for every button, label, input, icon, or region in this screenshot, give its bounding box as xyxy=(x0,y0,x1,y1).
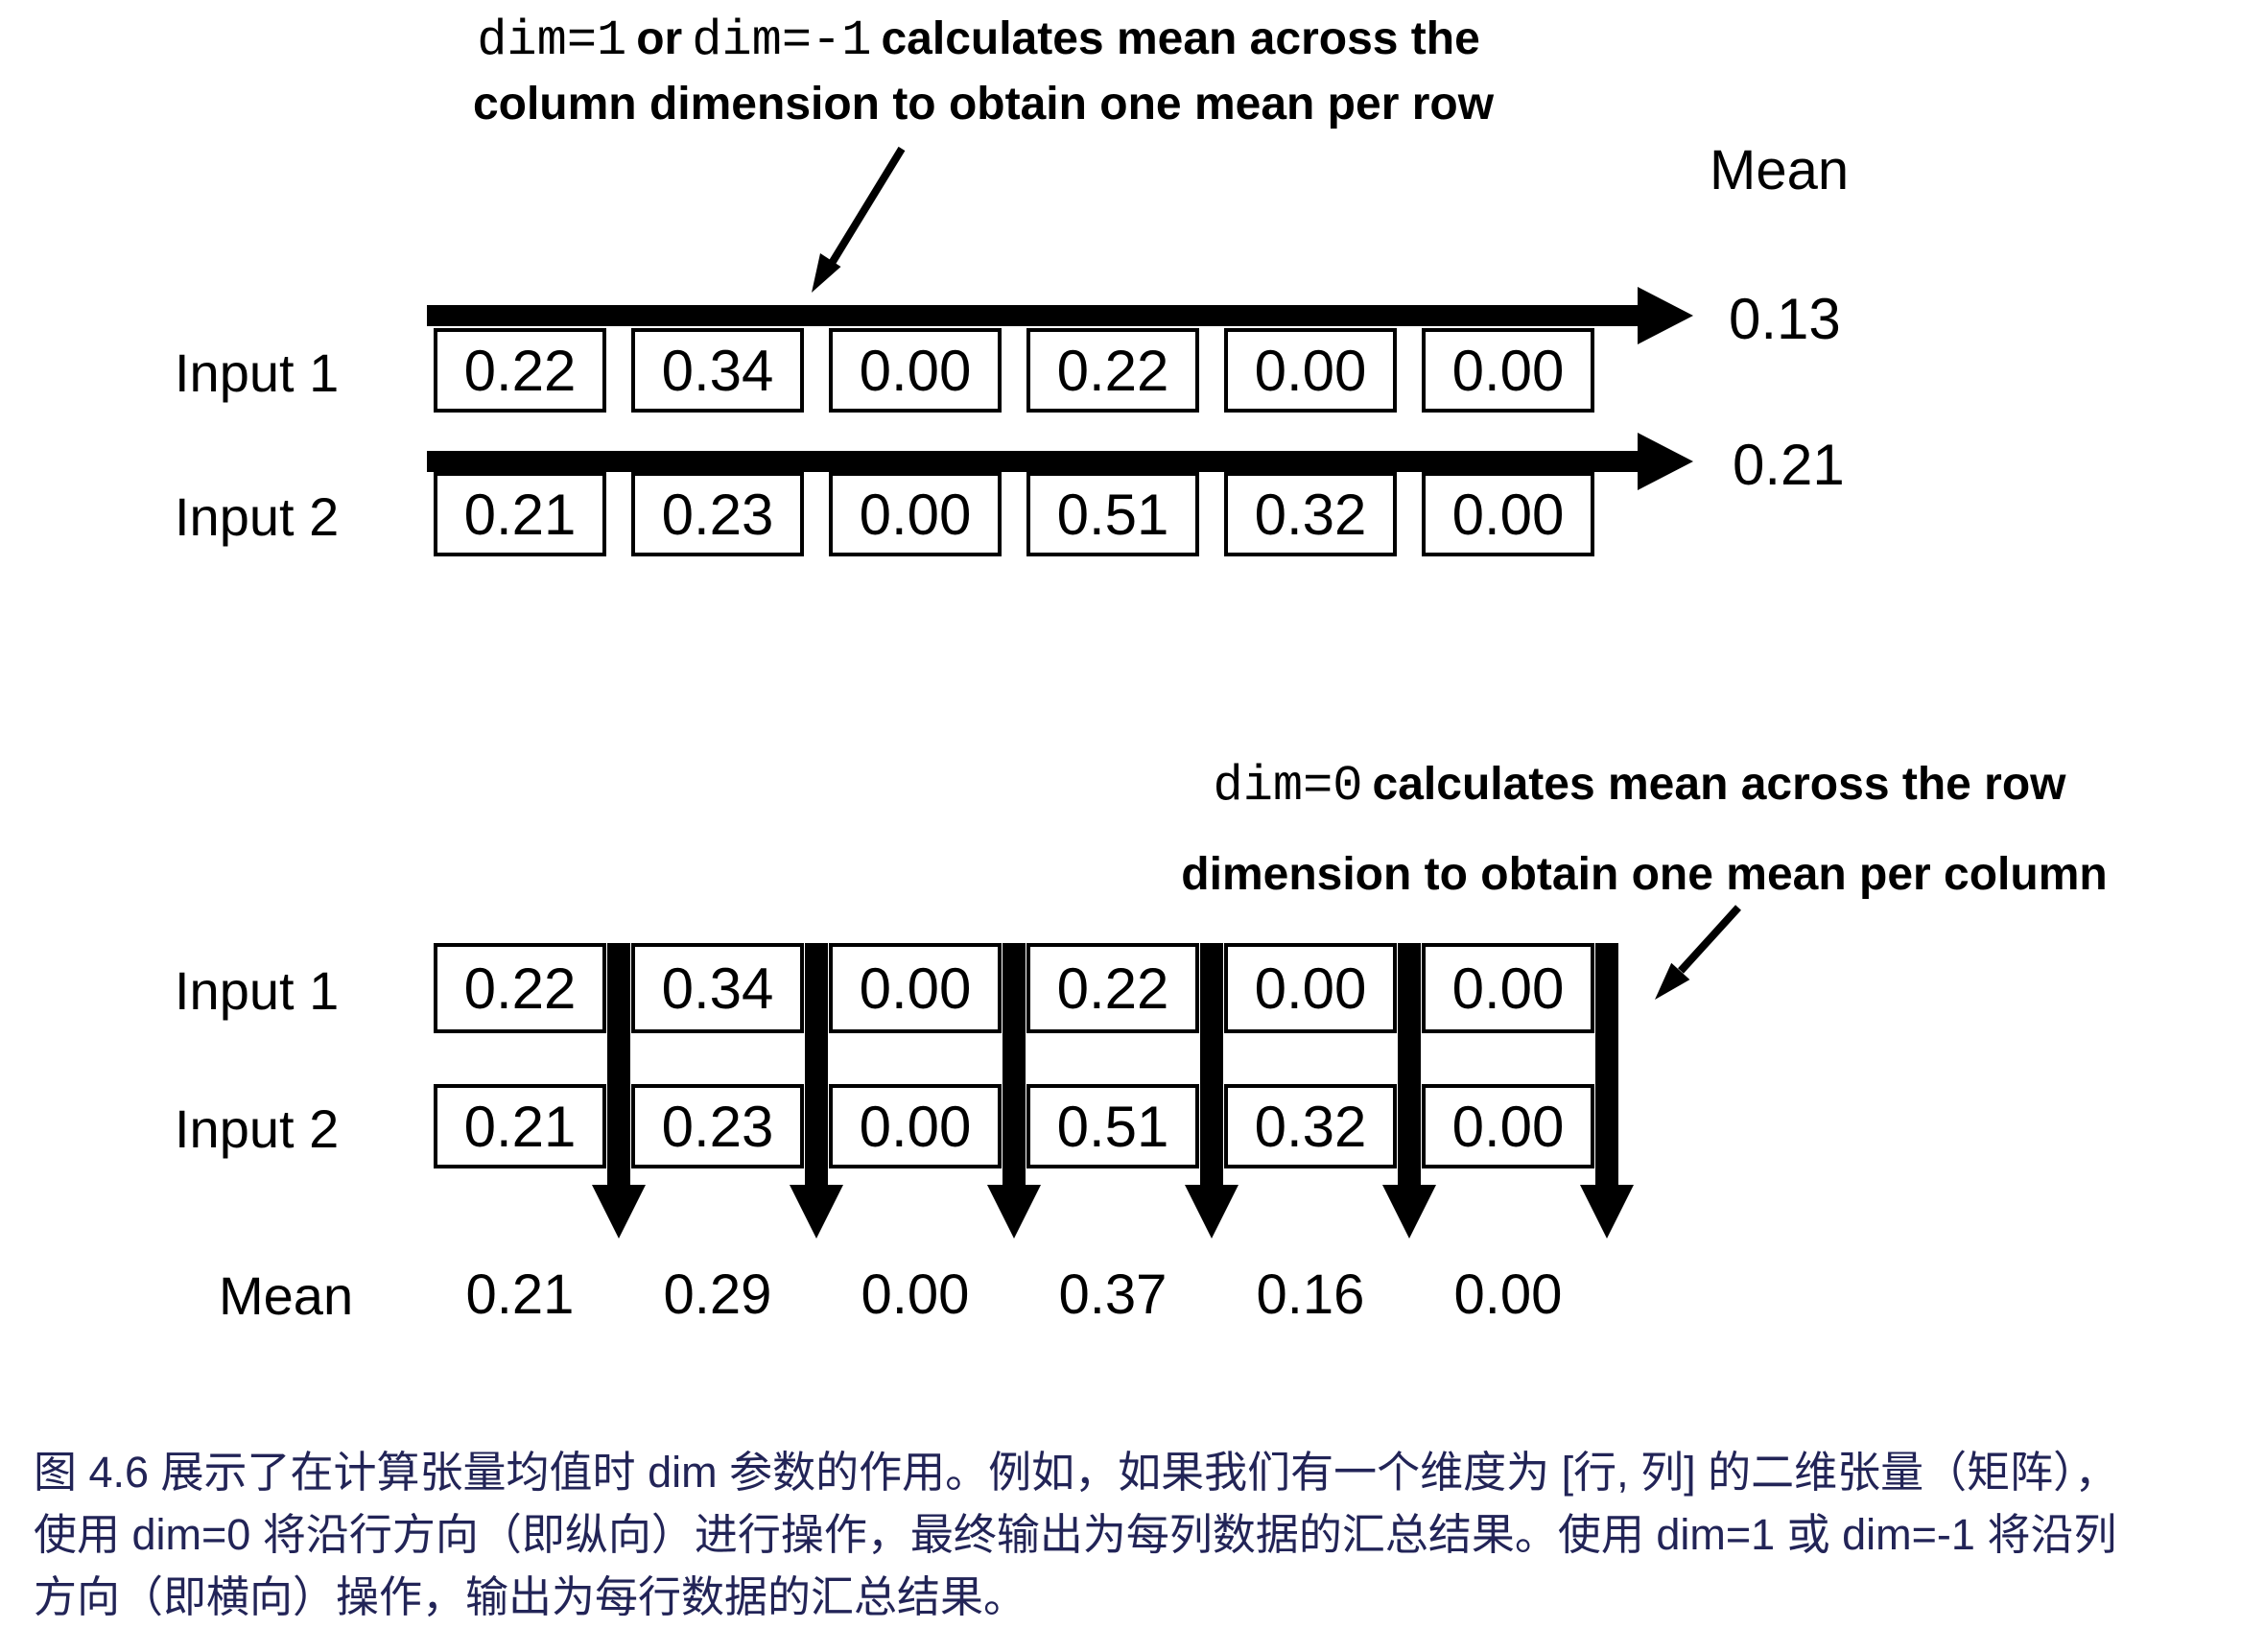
annotation-line-1: dim=0 calculates mean across the row xyxy=(1002,741,2241,831)
mean-row-label: Mean xyxy=(219,1265,354,1326)
row-mean-input2: 0.21 xyxy=(1733,433,1845,497)
caption-line: 图 4.6 展示了在计算张量均值时 dim 参数的作用。例如，如果我们有一个维度… xyxy=(34,1448,2118,1497)
tensor-cell: 0.00 xyxy=(1224,943,1397,1033)
annotation-line-2: column dimension to obtain one mean per … xyxy=(472,79,1495,130)
code-token-dim-minus1: dim=-1 xyxy=(692,12,872,69)
mean-value: 0.29 xyxy=(663,1263,772,1326)
code-token-dim0: dim=0 xyxy=(1213,758,1363,814)
tensor-cell: 0.00 xyxy=(829,943,1002,1033)
arrowhead-right-icon xyxy=(1638,433,1693,490)
arrow-shaft xyxy=(1003,943,1026,1185)
tensor-cell: 0.34 xyxy=(631,328,804,413)
mean-header: Mean xyxy=(1710,139,1850,201)
tensor-cell: 0.00 xyxy=(829,472,1002,556)
tensor-row-input1: 0.22 0.34 0.00 0.22 0.00 0.00 xyxy=(434,328,1594,413)
down-arrow-col5 xyxy=(1382,943,1436,1239)
tensor-cell: 0.51 xyxy=(1026,1084,1199,1168)
tensor-cell: 0.23 xyxy=(631,472,804,556)
tensor-cell: 0.32 xyxy=(1224,472,1397,556)
arrow-shaft xyxy=(805,943,828,1185)
bottom-annotation: dim=0 calculates mean across the row dime… xyxy=(1002,741,2241,919)
row-label-input1: Input 1 xyxy=(175,342,340,403)
diagonal-arrow-icon xyxy=(812,146,906,293)
tensor-cell: 0.00 xyxy=(1422,943,1594,1033)
mean-value: 0.00 xyxy=(861,1263,970,1326)
diagonal-arrow-icon xyxy=(1655,905,1741,1000)
tensor-cell: 0.22 xyxy=(434,943,606,1033)
arrowhead-down-icon xyxy=(1185,1185,1238,1239)
tensor-cell: 0.34 xyxy=(631,943,804,1033)
tensor-cell: 0.00 xyxy=(829,1084,1002,1168)
mean-value: 0.16 xyxy=(1256,1263,1365,1326)
row-label-input1: Input 1 xyxy=(175,960,340,1021)
tensor-row-input2: 0.21 0.23 0.00 0.51 0.32 0.00 xyxy=(434,1084,1594,1168)
row-label-input2: Input 2 xyxy=(175,486,340,547)
tensor-cell: 0.32 xyxy=(1224,1084,1397,1168)
arrow-shaft xyxy=(1200,943,1223,1185)
arrow-shaft xyxy=(427,451,1638,472)
tensor-cell: 0.00 xyxy=(1422,472,1594,556)
mean-row: 0.21 0.29 0.00 0.37 0.16 0.00 xyxy=(434,1263,1594,1327)
mean-value: 0.21 xyxy=(465,1263,575,1326)
tensor-cell: 0.22 xyxy=(1026,943,1199,1033)
top-annotation: dim=1 or dim=-1 calculates mean across the … xyxy=(264,8,1703,136)
mean-value: 0.37 xyxy=(1058,1263,1168,1326)
down-arrow-col2 xyxy=(790,943,843,1239)
arrowhead-down-icon xyxy=(790,1185,843,1239)
tensor-cell: 0.23 xyxy=(631,1084,804,1168)
tensor-cell: 0.21 xyxy=(434,472,606,556)
tensor-cell: 0.00 xyxy=(829,328,1002,413)
mean-value: 0.00 xyxy=(1453,1263,1563,1326)
arrowhead-down-icon xyxy=(1382,1185,1436,1239)
annotation-line-1: dim=1 or dim=-1 calculates mean across the xyxy=(264,8,1703,73)
tensor-cell: 0.51 xyxy=(1026,472,1199,556)
arrow-shaft xyxy=(427,305,1638,326)
arrowhead-down-icon xyxy=(987,1185,1041,1239)
caption-line: 方向（即横向）操作，输出为每行数据的汇总结果。 xyxy=(34,1572,1027,1621)
arrowhead-down-icon xyxy=(592,1185,646,1239)
tensor-row-input1: 0.22 0.34 0.00 0.22 0.00 0.00 xyxy=(434,943,1594,1033)
row-label-input2: Input 2 xyxy=(175,1098,340,1159)
annotation-line-2: dimension to obtain one mean per column xyxy=(1181,849,2108,900)
down-arrow-col3 xyxy=(987,943,1041,1239)
tensor-cell: 0.21 xyxy=(434,1084,606,1168)
right-arrow-input1 xyxy=(427,287,1693,344)
annotation-text: calculates mean across the xyxy=(881,13,1480,64)
arrow-shaft xyxy=(1595,943,1618,1185)
arrow-shaft xyxy=(1398,943,1421,1185)
caption-line: 使用 dim=0 将沿行方向（即纵向）进行操作，最终输出为每列数据的汇总结果。使… xyxy=(34,1510,2117,1559)
down-arrow-col4 xyxy=(1185,943,1238,1239)
arrow-shaft xyxy=(607,943,630,1185)
down-arrow-col6 xyxy=(1580,943,1634,1239)
tensor-cell: 0.22 xyxy=(1026,328,1199,413)
tensor-cell: 0.00 xyxy=(1224,328,1397,413)
tensor-cell: 0.22 xyxy=(434,328,606,413)
arrowhead-right-icon xyxy=(1638,287,1693,344)
annotation-conjunction: or xyxy=(636,13,683,64)
tensor-cell: 0.00 xyxy=(1422,328,1594,413)
down-arrow-col1 xyxy=(592,943,646,1239)
arrowhead-down-icon xyxy=(1580,1185,1634,1239)
tensor-row-input2: 0.21 0.23 0.00 0.51 0.32 0.00 xyxy=(434,472,1594,556)
row-mean-input1: 0.13 xyxy=(1729,287,1841,351)
tensor-cell: 0.00 xyxy=(1422,1084,1594,1168)
figure-caption: 图 4.6 展示了在计算张量均值时 dim 参数的作用。例如，如果我们有一个维度… xyxy=(34,1441,2221,1628)
code-token-dim1: dim=1 xyxy=(477,12,627,69)
right-arrow-input2 xyxy=(427,433,1693,490)
annotation-text: calculates mean across the row xyxy=(1372,759,2066,810)
